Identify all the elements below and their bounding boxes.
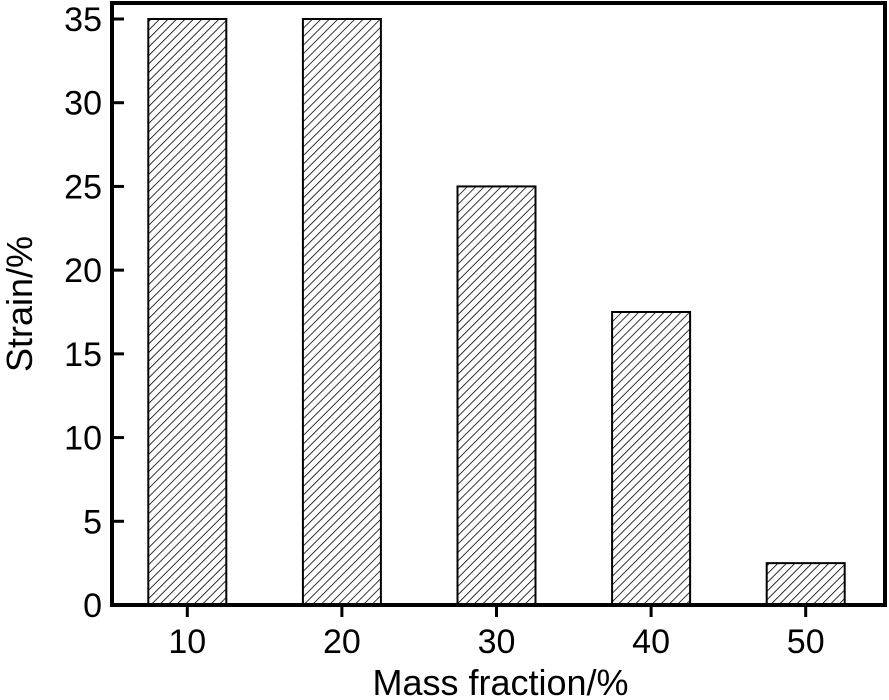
- bar-10: [147, 18, 228, 606]
- y-axis-label: Strain/%: [0, 236, 40, 372]
- y-tick-label: 15: [64, 336, 102, 374]
- x-axis-label: Mass fraction/%: [372, 662, 628, 700]
- bar-40: [611, 311, 692, 606]
- y-tick-label: 5: [83, 503, 102, 541]
- bar-20: [301, 18, 382, 606]
- plot-frame: [110, 1, 887, 607]
- x-tick-label: 50: [787, 623, 825, 661]
- x-tick-label: 30: [478, 623, 516, 661]
- y-axis-ticks: 0 5 10 15 20 25 30 35: [64, 1, 124, 625]
- bar-50: [765, 562, 846, 607]
- y-tick-label: 35: [64, 1, 102, 39]
- x-tick-label: 40: [632, 623, 670, 661]
- y-tick-label: 25: [64, 168, 102, 206]
- y-tick-label: 30: [64, 85, 102, 123]
- x-tick-label: 20: [323, 623, 361, 661]
- y-tick-label: 20: [64, 252, 102, 290]
- y-tick-label: 0: [83, 587, 102, 625]
- x-axis-ticks: 10 20 30 40 50: [168, 605, 825, 661]
- bars-group: [147, 18, 846, 607]
- x-tick-label: 10: [168, 623, 206, 661]
- y-tick-label: 10: [64, 420, 102, 458]
- bar-30: [456, 185, 537, 607]
